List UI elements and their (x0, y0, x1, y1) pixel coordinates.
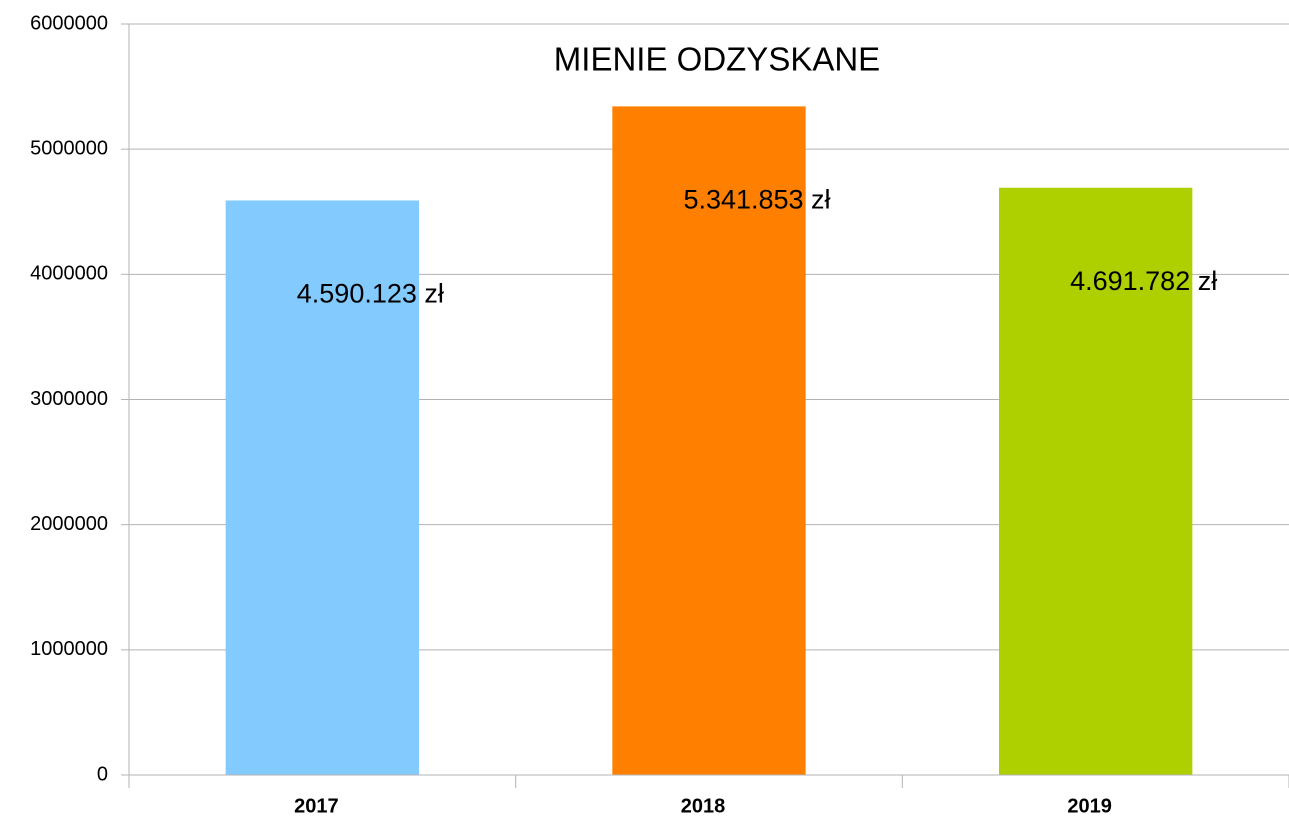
chart-title: MIENIE ODZYSKANE (554, 41, 880, 78)
x-tick-label: 2019 (1067, 795, 1112, 817)
y-tick-label: 3000000 (30, 388, 108, 410)
data-label: 4.590.123 zł (297, 279, 444, 309)
y-tick-label: 4000000 (30, 263, 108, 285)
y-tick-label: 6000000 (30, 12, 108, 34)
bar (999, 187, 1193, 775)
data-label: 5.341.853 zł (683, 185, 830, 215)
y-tick-label: 2000000 (30, 513, 108, 535)
bar (225, 200, 419, 775)
x-tick-label: 2017 (294, 795, 339, 817)
data-label: 4.691.782 zł (1070, 266, 1217, 296)
x-tick-label: 2018 (681, 795, 726, 817)
y-tick-label: 0 (97, 763, 108, 785)
y-tick-label: 1000000 (30, 638, 108, 660)
y-tick-label: 5000000 (30, 137, 108, 159)
bar (612, 106, 806, 776)
